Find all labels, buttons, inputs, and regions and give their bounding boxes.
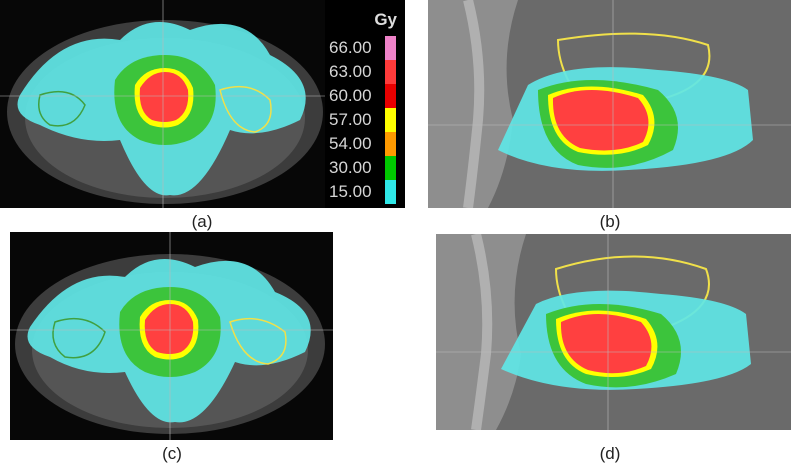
panel-b-sagittal-dose-map — [428, 0, 791, 208]
legend-swatch — [385, 108, 396, 132]
legend-entry-60: 60.00 — [329, 84, 403, 108]
legend-swatch — [385, 36, 396, 60]
sagittal-scan-d — [436, 234, 791, 430]
panel-c-axial-dose-map — [10, 232, 333, 440]
legend-swatch — [385, 60, 396, 84]
legend-unit-label: Gy — [374, 10, 397, 29]
axial-scan-c — [10, 232, 333, 440]
axial-scan-a — [0, 0, 325, 208]
legend-swatch — [385, 156, 396, 180]
dose-legend: Gy 66.00 63.00 60.00 57.00 54.00 30.00 1… — [325, 0, 405, 208]
caption-c: (c) — [162, 444, 182, 463]
legend-swatch — [385, 84, 396, 108]
legend-entry-54: 54.00 — [329, 132, 403, 156]
panel-a-axial-dose-map: Gy 66.00 63.00 60.00 57.00 54.00 30.00 1… — [0, 0, 405, 208]
legend-entry-66: 66.00 — [329, 36, 403, 60]
caption-a: (a) — [191, 212, 213, 231]
legend-entry-15: 15.00 — [329, 180, 403, 204]
legend-swatch — [385, 132, 396, 156]
legend-entry-30: 30.00 — [329, 156, 403, 180]
caption-d: (d) — [599, 444, 621, 463]
legend-swatch — [385, 180, 396, 204]
panel-d-sagittal-dose-map — [436, 234, 791, 430]
legend-entry-63: 63.00 — [329, 60, 403, 84]
legend-entry-57: 57.00 — [329, 108, 403, 132]
sagittal-scan-b — [428, 0, 791, 208]
caption-b: (b) — [599, 212, 621, 231]
